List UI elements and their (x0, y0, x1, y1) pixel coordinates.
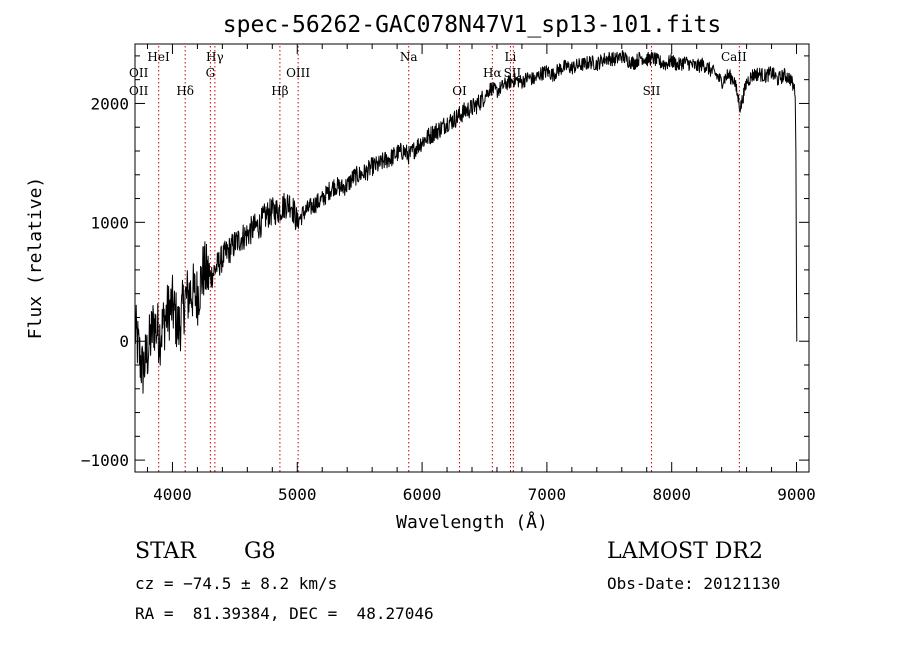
line-marker-label: Hδ (176, 84, 194, 98)
line-marker-label: CaII (721, 50, 747, 64)
line-marker-label: SII (643, 84, 661, 98)
line-marker-label: Li (505, 50, 517, 64)
line-marker-label: OII (129, 66, 149, 80)
emission-line-markers (158, 46, 740, 472)
flux-series (134, 50, 798, 394)
line-marker-label: SII (504, 66, 522, 80)
x-tick-label: 6000 (403, 485, 442, 504)
y-axis-label: Flux (relative) (25, 177, 46, 340)
flux-line (134, 50, 798, 394)
y-tick-label: 1000 (90, 213, 129, 232)
line-marker-label: Hβ (271, 84, 288, 98)
x-tick-label: 9000 (777, 485, 816, 504)
x-axis-label: Wavelength (Å) (396, 511, 548, 533)
x-tick-label: 8000 (652, 485, 691, 504)
chart-title: spec-56262-GAC078N47V1_sp13-101.fits (223, 12, 722, 38)
line-marker-label: Na (400, 50, 418, 64)
observation-date: Obs-Date: 20121130 (607, 574, 781, 593)
object-class-label: STAR (135, 539, 196, 564)
line-marker-label: G (206, 66, 216, 80)
y-tick-label: −1000 (81, 451, 129, 470)
line-marker-label: OIII (286, 66, 310, 80)
redshift-velocity: cz = −74.5 ± 8.2 km/s (135, 574, 338, 593)
y-axis-ticks: −1000 0 1000 2000 (81, 55, 809, 470)
x-axis-ticks: 4000 5000 6000 7000 8000 9000 (146, 44, 816, 504)
line-marker-label: Hα (483, 66, 502, 80)
line-marker-label: OI (452, 84, 467, 98)
survey-label: LAMOST DR2 (607, 539, 763, 564)
coordinates: RA = 81.39384, DEC = 48.27046 (135, 604, 434, 623)
x-tick-label: 5000 (278, 485, 317, 504)
y-tick-label: 2000 (90, 94, 129, 113)
x-tick-label: 7000 (528, 485, 567, 504)
line-marker-label: HeI (147, 50, 170, 64)
subclass-label: G8 (244, 539, 276, 564)
line-marker-label: OII (129, 84, 149, 98)
line-marker-label: Hγ (206, 50, 224, 64)
y-tick-label: 0 (119, 332, 129, 351)
x-tick-label: 4000 (153, 485, 192, 504)
